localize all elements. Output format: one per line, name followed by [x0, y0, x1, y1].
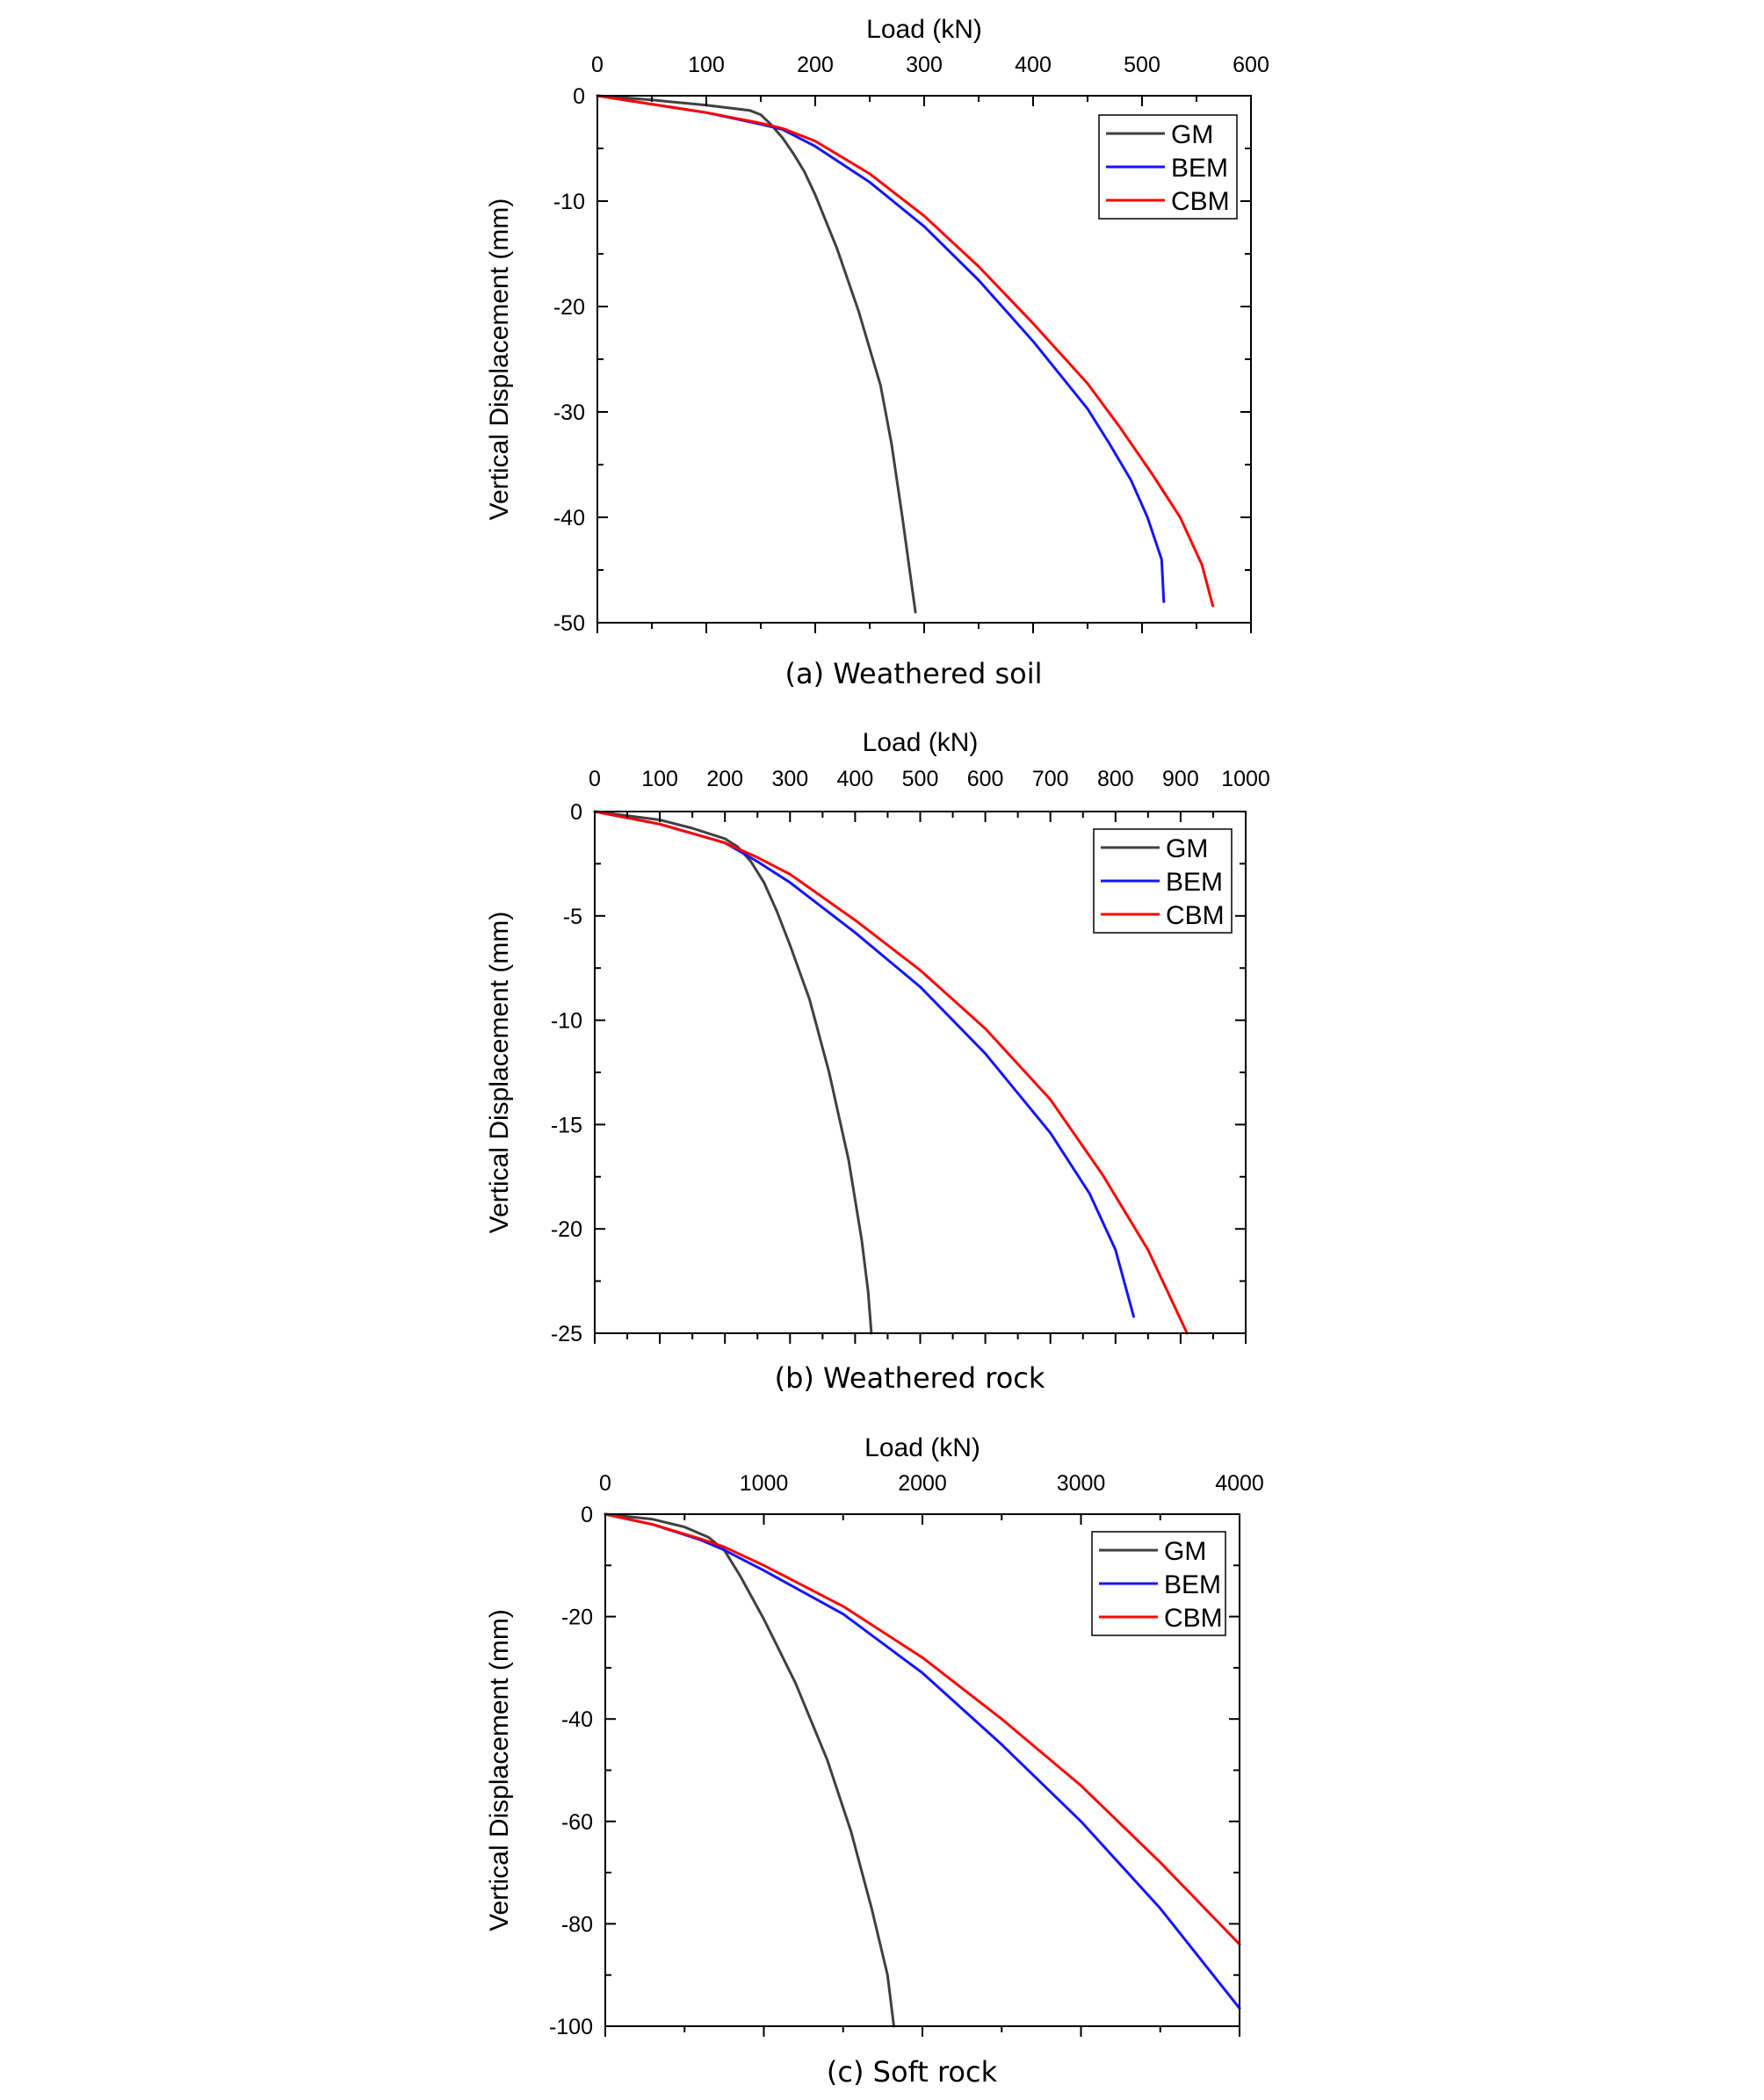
- legend-label-bem: BEM: [1171, 154, 1228, 183]
- y-axis-title: Vertical Displacement (mm): [485, 198, 514, 521]
- legend-label-bem: BEM: [1164, 1570, 1221, 1599]
- series-line-cbm: [596, 94, 1215, 608]
- legend-label-bem: BEM: [1166, 868, 1223, 897]
- legend-label-gm: GM: [1164, 1537, 1206, 1566]
- x-tick-label: 500: [1124, 53, 1160, 77]
- x-tick-label: 100: [688, 53, 725, 77]
- x-axis-title: Load (kN): [864, 1433, 980, 1462]
- y-tick-label: -10: [551, 1009, 582, 1034]
- y-axis-title: Vertical Displacement (mm): [485, 912, 514, 1234]
- x-axis-title: Load (kN): [863, 728, 979, 757]
- x-tick-label: 900: [1162, 767, 1199, 791]
- y-tick-label: 0: [570, 800, 582, 825]
- x-tick-label: 300: [906, 53, 943, 77]
- panel-caption: (b) Weathered rock: [775, 1361, 1045, 1395]
- y-tick-label: 0: [573, 84, 585, 109]
- x-tick-label: 0: [591, 53, 604, 77]
- legend: GM BEM CBM: [1093, 828, 1233, 934]
- series-line-bem: [596, 94, 1166, 603]
- y-tick-label: -25: [551, 1322, 582, 1346]
- x-tick-label: 100: [641, 767, 678, 791]
- y-tick-label: -40: [561, 1707, 593, 1732]
- legend-label-cbm: CBM: [1171, 187, 1230, 216]
- y-tick-label: -50: [553, 611, 585, 636]
- y-tick-label: -20: [553, 295, 585, 320]
- x-tick-label: 600: [1233, 53, 1269, 77]
- y-tick-label: -60: [561, 1810, 593, 1835]
- series-line-bem: [593, 810, 1135, 1318]
- panel-caption: (c) Soft rock: [827, 2055, 998, 2089]
- legend-label-cbm: CBM: [1164, 1604, 1223, 1633]
- y-tick-label: -20: [561, 1606, 593, 1630]
- legend: GM BEM CBM: [1098, 114, 1238, 220]
- x-tick-label: 200: [706, 767, 743, 791]
- legend-label-cbm: CBM: [1166, 901, 1225, 930]
- series-line-gm: [593, 810, 873, 1335]
- x-tick-label: 600: [967, 767, 1004, 791]
- x-tick-label: 3000: [1057, 1471, 1106, 1496]
- chart-panel-3: 0 1000 2000 3000 4000 0 -20 -40 -60 -80 -100 Load (…: [485, 1433, 1264, 2089]
- x-tick-label: 700: [1032, 767, 1069, 791]
- series-line-cbm: [593, 810, 1189, 1335]
- series-line-gm: [604, 1512, 895, 2028]
- series-line-gm: [596, 94, 917, 614]
- legend: GM BEM CBM: [1091, 1531, 1226, 1636]
- legend-label-gm: GM: [1166, 834, 1208, 863]
- y-tick-label: -100: [549, 2015, 593, 2039]
- panel-caption: (a) Weathered soil: [785, 657, 1043, 690]
- x-tick-label: 400: [1015, 53, 1052, 77]
- x-tick-label: 2000: [898, 1471, 947, 1496]
- x-tick-label: 300: [771, 767, 808, 791]
- y-tick-label: -20: [551, 1217, 582, 1242]
- x-tick-label: 1000: [1221, 767, 1270, 791]
- x-axis-title: Load (kN): [866, 15, 982, 44]
- x-tick-label: 200: [797, 53, 834, 77]
- series-line-cbm: [604, 1512, 1241, 1946]
- chart-panel-1: 0 100 200 300 400 500 600 0 -10 -20 -30 -40 -50 Load …: [485, 15, 1269, 690]
- y-tick-label: -15: [551, 1113, 582, 1137]
- y-tick-label: -40: [553, 506, 585, 530]
- x-tick-label: 800: [1097, 767, 1134, 791]
- x-tick-label: 400: [837, 767, 874, 791]
- legend-label-gm: GM: [1171, 120, 1213, 149]
- y-tick-label: 0: [581, 1503, 593, 1527]
- y-tick-label: -80: [561, 1912, 593, 1937]
- x-tick-label: 500: [902, 767, 939, 791]
- chart-panel-2: 0 100 200 300 400 500 600 700 800 900 1000 0 -5 -10 -1…: [485, 728, 1270, 1395]
- y-tick-label: -5: [563, 905, 582, 929]
- y-tick-label: -30: [553, 401, 585, 425]
- x-tick-label: 4000: [1215, 1471, 1264, 1496]
- y-axis-title: Vertical Displacement (mm): [485, 1609, 514, 1931]
- x-tick-label: 0: [589, 767, 601, 791]
- x-tick-label: 1000: [740, 1471, 789, 1496]
- y-tick-label: -10: [553, 190, 585, 214]
- x-tick-label: 0: [599, 1471, 611, 1496]
